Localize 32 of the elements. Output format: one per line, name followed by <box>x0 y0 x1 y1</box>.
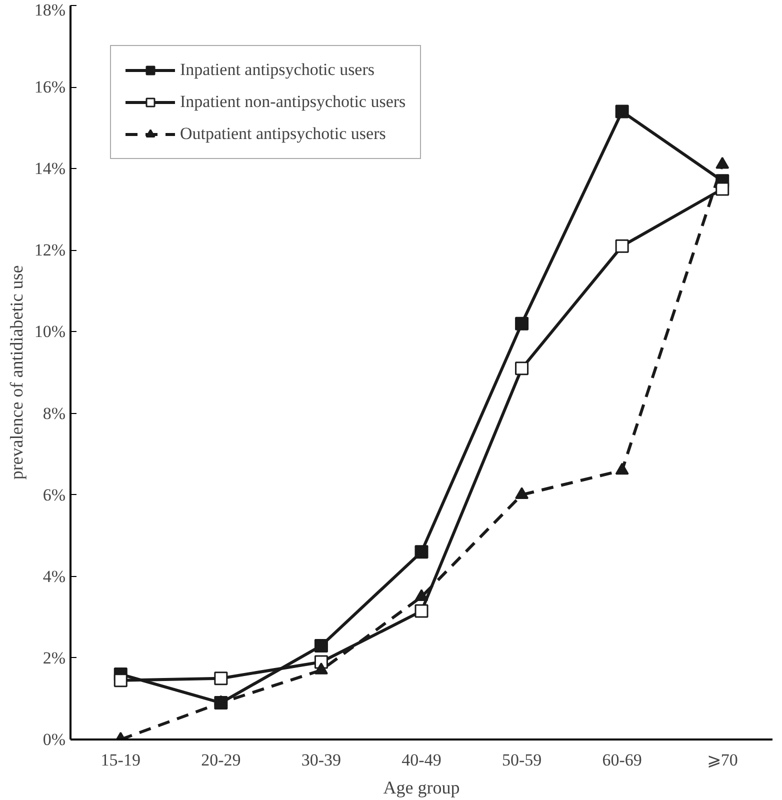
y-tick-label: 0% <box>42 730 66 749</box>
point <box>114 674 128 688</box>
y-tick-label: 12% <box>34 240 66 260</box>
y-tick-label: 18% <box>34 0 66 20</box>
x-tick-label: 60-69 <box>602 750 642 770</box>
y-tick-label: 14% <box>34 159 66 178</box>
legend-label: Inpatient non-antipsychotic users <box>180 92 406 112</box>
point <box>515 362 529 376</box>
y-tick-label: 10% <box>34 322 66 342</box>
point <box>414 604 428 618</box>
y-tick-label: 2% <box>42 648 66 668</box>
point <box>615 239 629 253</box>
y-tick-label: 4% <box>42 566 66 586</box>
point <box>716 182 730 196</box>
y-tick-label: 8% <box>42 404 66 423</box>
point <box>314 638 328 652</box>
x-tick-label: 50-59 <box>502 750 542 770</box>
x-tick-label: 15-19 <box>100 750 140 770</box>
point <box>214 672 228 686</box>
legend-label: Outpatient antipsychotic users <box>180 124 386 144</box>
legend-label: Inpatient antipsychotic users <box>180 60 375 80</box>
x-tick-label: 30-39 <box>301 750 342 770</box>
x-tick-label: 20-29 <box>201 750 241 770</box>
x-axis-title: Age group <box>383 778 460 798</box>
y-tick-label: 16% <box>34 78 66 97</box>
y-axis-title: prevalence of antidiabetic use <box>6 265 26 480</box>
point <box>615 104 629 118</box>
x-tick-label: 40-49 <box>402 750 442 770</box>
x-tick-label: ⩾70 <box>706 750 738 770</box>
y-tick-label: 6% <box>42 485 66 504</box>
point <box>414 545 428 559</box>
point <box>515 316 529 330</box>
